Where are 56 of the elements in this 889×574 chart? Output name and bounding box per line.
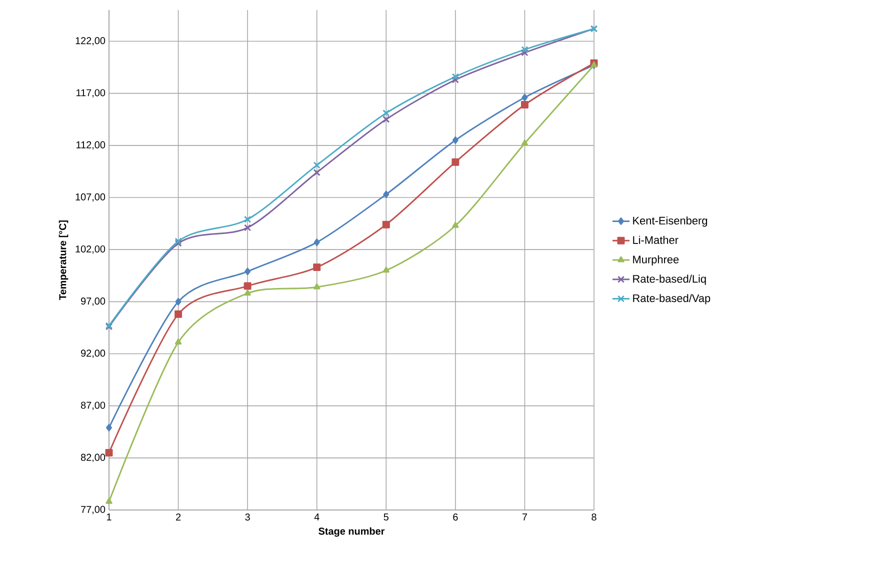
- point: [522, 94, 528, 102]
- point: [314, 238, 320, 246]
- x-tick-label: 2: [176, 514, 181, 520]
- y-tick-label: 107,00: [76, 193, 106, 202]
- point: [452, 136, 458, 144]
- point: [105, 448, 113, 456]
- point: [106, 498, 112, 504]
- legend-label: Rate-based/Liq: [633, 274, 706, 285]
- y-tick-label: 82,00: [80, 454, 106, 462]
- point: [244, 216, 252, 223]
- y-tick-label: 87,00: [80, 402, 106, 410]
- point: [452, 73, 459, 80]
- point: [313, 162, 320, 169]
- point: [452, 76, 459, 84]
- point: [520, 101, 528, 109]
- x-tick-label: 6: [453, 514, 458, 521]
- point: [313, 168, 320, 176]
- x-axis-title: Stage number: [318, 527, 385, 537]
- point: [383, 190, 390, 198]
- point: [244, 224, 252, 232]
- point: [313, 264, 321, 272]
- point: [521, 140, 528, 146]
- legend-label: Murphree: [633, 255, 679, 266]
- point: [521, 46, 528, 54]
- point: [382, 110, 390, 117]
- point: [244, 268, 251, 276]
- point: [452, 222, 459, 228]
- point: [244, 290, 251, 296]
- y-tick-label: 77,00: [81, 506, 106, 514]
- y-tick-label: 122,00: [76, 37, 106, 46]
- y-tick-label: 92,00: [81, 350, 106, 358]
- point: [174, 310, 182, 318]
- point: [382, 116, 390, 123]
- point: [174, 338, 182, 345]
- point: [521, 49, 528, 56]
- y-tick-label: 97,00: [81, 298, 106, 306]
- x-tick-label: 4: [314, 514, 320, 520]
- x-tick-label: 5: [384, 514, 388, 520]
- x-tick-label: 7: [522, 514, 527, 520]
- x-tick-label: 8: [592, 514, 596, 521]
- y-tick-label: 112,00: [76, 141, 106, 150]
- y-tick-label: 117,00: [76, 89, 106, 98]
- point: [244, 282, 252, 290]
- point: [175, 298, 182, 306]
- point: [106, 424, 112, 432]
- x-tick-label: 3: [245, 514, 250, 521]
- legend-label: Rate-based/Vap: [633, 294, 710, 304]
- legend-label: Kent-Eisenberg: [633, 216, 708, 227]
- point: [382, 220, 390, 228]
- y-tick-label: 102,00: [76, 245, 106, 254]
- x-tick-label: 1: [106, 514, 112, 520]
- y-axis-title: Temperature [°C]: [58, 220, 68, 300]
- legend-label: Li-Mather: [633, 236, 678, 244]
- point: [314, 283, 320, 290]
- point: [452, 158, 460, 166]
- point: [382, 266, 390, 273]
